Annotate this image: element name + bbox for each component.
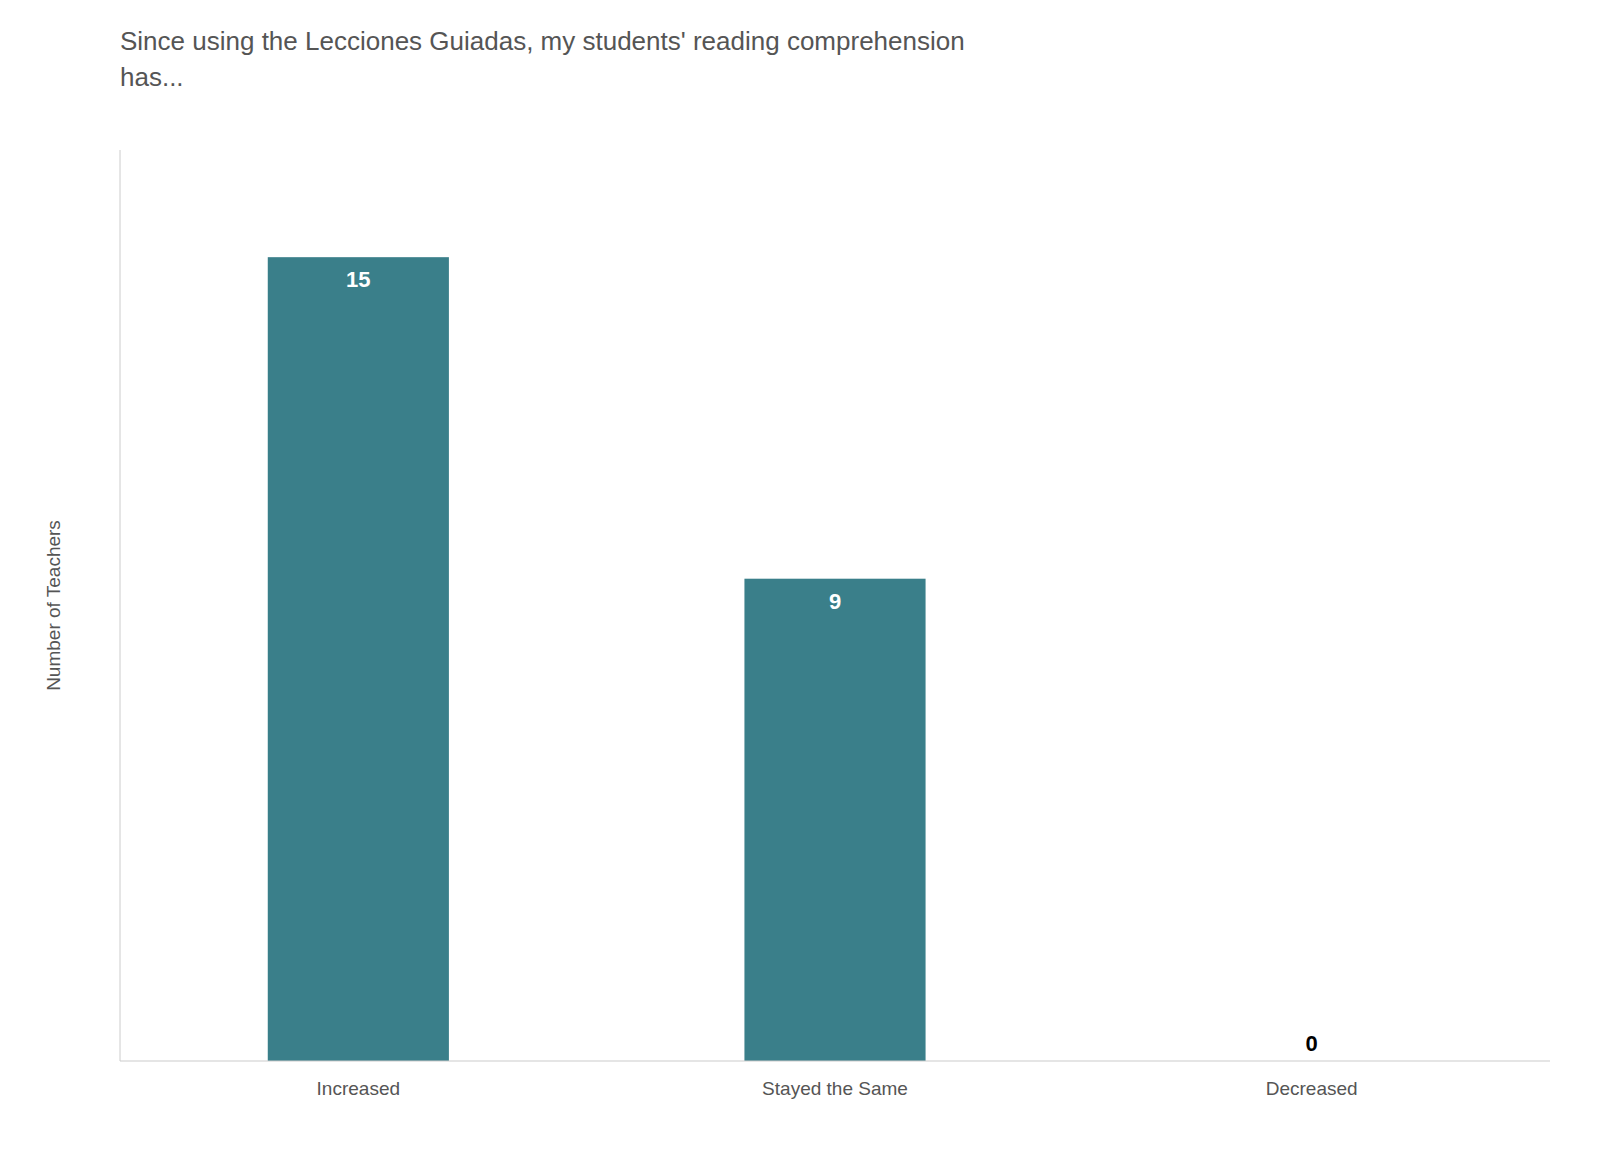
data-label: 0 xyxy=(1306,1031,1318,1056)
data-label: 9 xyxy=(829,589,841,614)
bar xyxy=(268,257,449,1061)
chart-container: Since using the Lecciones Guiadas, my st… xyxy=(0,0,1600,1161)
x-tick-label: Increased xyxy=(317,1078,400,1099)
chart-title: Since using the Lecciones Guiadas, my st… xyxy=(120,26,965,92)
x-tick-label: Decreased xyxy=(1266,1078,1358,1099)
title-line: has... xyxy=(120,62,184,92)
title-line: Since using the Lecciones Guiadas, my st… xyxy=(120,26,965,56)
y-axis-line xyxy=(120,150,121,1061)
bar xyxy=(744,579,925,1061)
x-axis-line xyxy=(120,1060,1550,1061)
chart-svg: Since using the Lecciones Guiadas, my st… xyxy=(0,0,1600,1161)
y-axis-label: Number of Teachers xyxy=(43,520,64,691)
bars xyxy=(268,257,926,1061)
x-tick-label: Stayed the Same xyxy=(762,1078,908,1099)
data-label: 15 xyxy=(346,267,370,292)
